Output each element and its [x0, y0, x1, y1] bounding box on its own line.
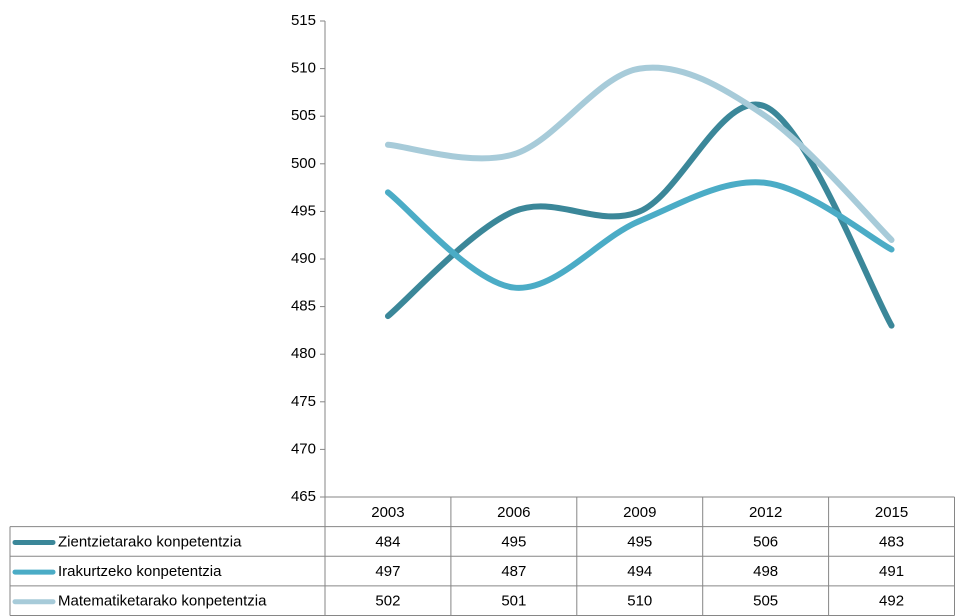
table-cell: 487 [501, 563, 526, 580]
y-tick-label: 475 [291, 393, 316, 410]
x-tick-label: 2006 [497, 504, 530, 521]
y-tick-label: 510 [291, 60, 316, 77]
y-tick-label: 485 [291, 298, 316, 315]
y-tick-label: 505 [291, 107, 316, 124]
series-line [384, 101, 895, 329]
table-cell: 502 [375, 593, 400, 610]
legend-label: Matematiketarako konpetentzia [58, 593, 267, 610]
x-tick-label: 2015 [875, 504, 908, 521]
table-cell: 483 [879, 533, 904, 550]
table-cell: 495 [501, 533, 526, 550]
table-cell: 494 [627, 563, 652, 580]
y-tick-label: 470 [291, 440, 316, 457]
table-cell: 491 [879, 563, 904, 580]
x-tick-label: 2003 [371, 504, 404, 521]
table-cell: 495 [627, 533, 652, 550]
table-cell: 501 [501, 593, 526, 610]
table-cell: 505 [753, 593, 778, 610]
table-cell: 484 [375, 533, 400, 550]
series-line [384, 64, 895, 243]
table-cell: 510 [627, 593, 652, 610]
y-tick-label: 500 [291, 155, 316, 172]
table-cell: 492 [879, 593, 904, 610]
y-tick-label: 465 [291, 488, 316, 505]
x-tick-label: 2012 [749, 504, 782, 521]
table-cell: 498 [753, 563, 778, 580]
y-tick-label: 515 [291, 12, 316, 29]
table-cell: 506 [753, 533, 778, 550]
y-tick-label: 495 [291, 202, 316, 219]
legend-label: Irakurtzeko konpetentzia [58, 563, 222, 580]
y-tick-label: 480 [291, 345, 316, 362]
table-cell: 497 [375, 563, 400, 580]
legend-label: Zientzietarako konpetentzia [58, 533, 242, 550]
y-tick-label: 490 [291, 250, 316, 267]
x-tick-label: 2009 [623, 504, 656, 521]
series-line [384, 179, 895, 291]
